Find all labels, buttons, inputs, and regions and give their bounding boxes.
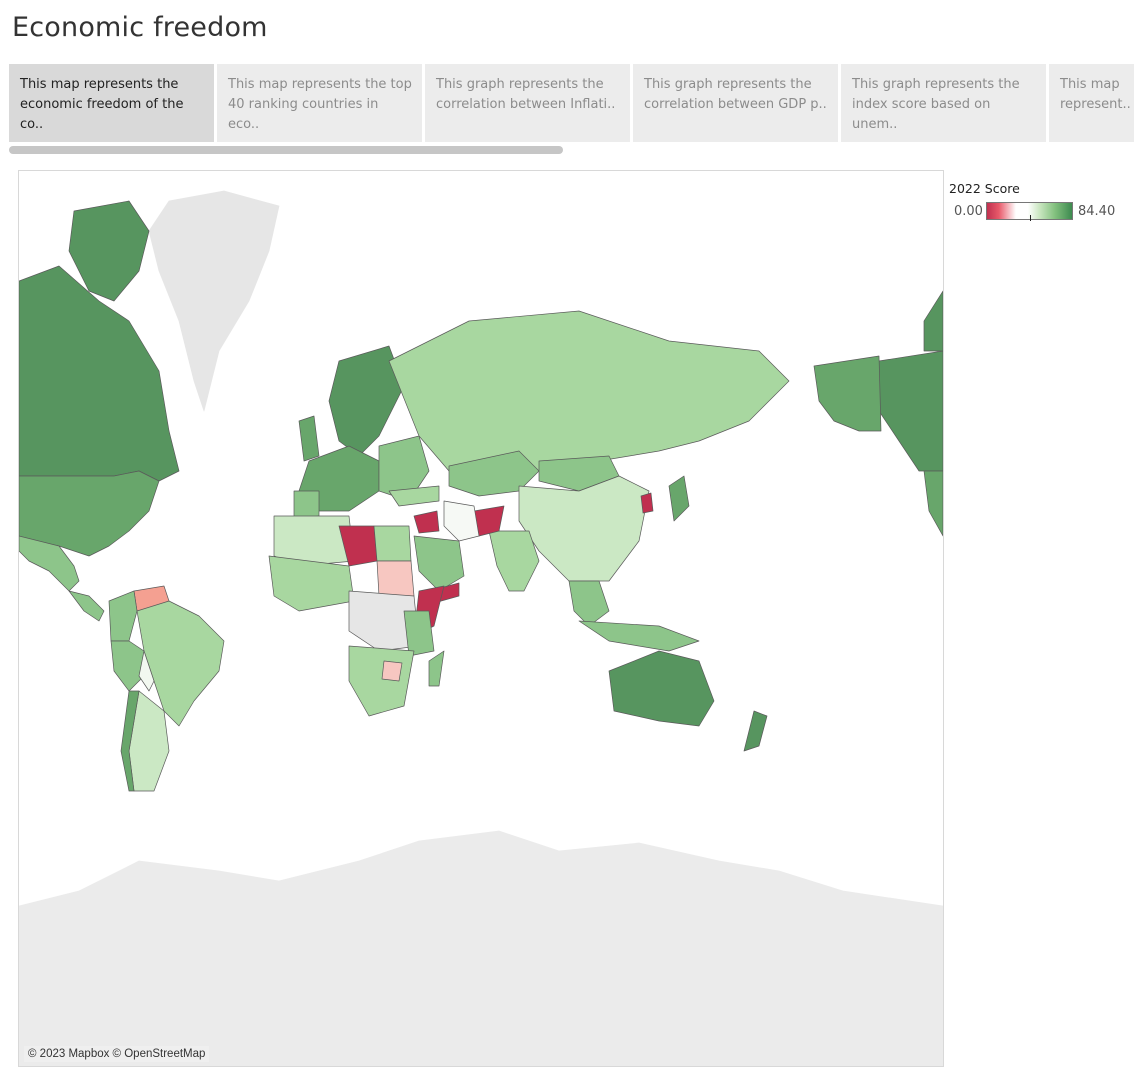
east-africa [403, 610, 435, 657]
page-title: Economic freedom [12, 12, 268, 43]
turkey [388, 485, 440, 507]
canada-east-edge [923, 290, 943, 352]
antarctica [19, 830, 943, 1066]
india [488, 530, 540, 592]
uk [298, 415, 320, 462]
legend-midpoint-tick [1030, 215, 1031, 221]
legend-color-ramp [986, 202, 1073, 220]
greenland [148, 190, 280, 412]
scandinavia [328, 345, 405, 457]
world-map[interactable] [18, 170, 944, 1067]
eastern-europe [378, 435, 430, 502]
egypt [373, 525, 412, 562]
iberia [293, 490, 320, 520]
color-legend: 2022 Score 0.00 84.40 [949, 181, 1129, 221]
story-tab-1[interactable]: This map represents the economic freedom… [9, 64, 214, 142]
madagascar [428, 650, 445, 687]
iran [443, 500, 480, 542]
central-america [68, 590, 105, 622]
alaska-main [813, 355, 882, 432]
china [518, 475, 650, 582]
story-tabs: This map represents the economic freedom… [9, 64, 1134, 142]
southeast-asia [568, 580, 610, 627]
story-tab-3-label: This graph represents the correlation be… [436, 77, 616, 112]
story-tab-2-label: This map represents the top 40 ranking c… [228, 77, 412, 132]
story-tab-6-label: This map represent.. [1060, 77, 1131, 112]
story-tab-4[interactable]: This graph represents the correlation be… [633, 64, 838, 142]
russia [388, 310, 790, 482]
legend-title: 2022 Score [949, 181, 1020, 196]
map-canvas [19, 190, 943, 1066]
zimbabwe [381, 660, 403, 682]
peru [110, 640, 145, 692]
iraq [413, 510, 440, 534]
story-tab-4-label: This graph represents the correlation be… [644, 77, 827, 112]
legend-min-label: 0.00 [954, 204, 983, 219]
colombia [108, 590, 138, 642]
legend-max-label: 84.40 [1078, 204, 1116, 219]
indonesia [578, 620, 700, 652]
southern-africa [348, 645, 415, 717]
sudan [376, 560, 415, 597]
canada-islands [68, 200, 150, 302]
story-tab-2[interactable]: This map represents the top 40 ranking c… [217, 64, 422, 142]
new-zealand [743, 710, 768, 752]
korea-north [640, 492, 654, 514]
map-attribution[interactable]: © 2023 Mapbox © OpenStreetMap [24, 1046, 210, 1062]
story-tab-6[interactable]: This map represent.. [1049, 64, 1134, 142]
canada [19, 265, 180, 482]
australia [608, 650, 715, 727]
tabs-scrollbar-thumb[interactable] [9, 146, 563, 154]
chile [120, 690, 140, 792]
legend-scale: 0.00 84.40 [949, 201, 1129, 223]
story-tab-3[interactable]: This graph represents the correlation be… [425, 64, 630, 142]
story-tab-5-label: This graph represents the index score ba… [852, 77, 1020, 132]
saudi-arabia [413, 535, 465, 592]
japan [668, 475, 690, 522]
bolivia [138, 650, 155, 692]
tabs-scrollbar[interactable] [9, 146, 1134, 154]
story-tab-1-label: This map represents the economic freedom… [20, 77, 184, 132]
central-africa [348, 590, 420, 652]
west-africa [268, 555, 355, 612]
story-tab-5[interactable]: This graph represents the index score ba… [841, 64, 1046, 142]
usa-west-edge [923, 470, 943, 537]
